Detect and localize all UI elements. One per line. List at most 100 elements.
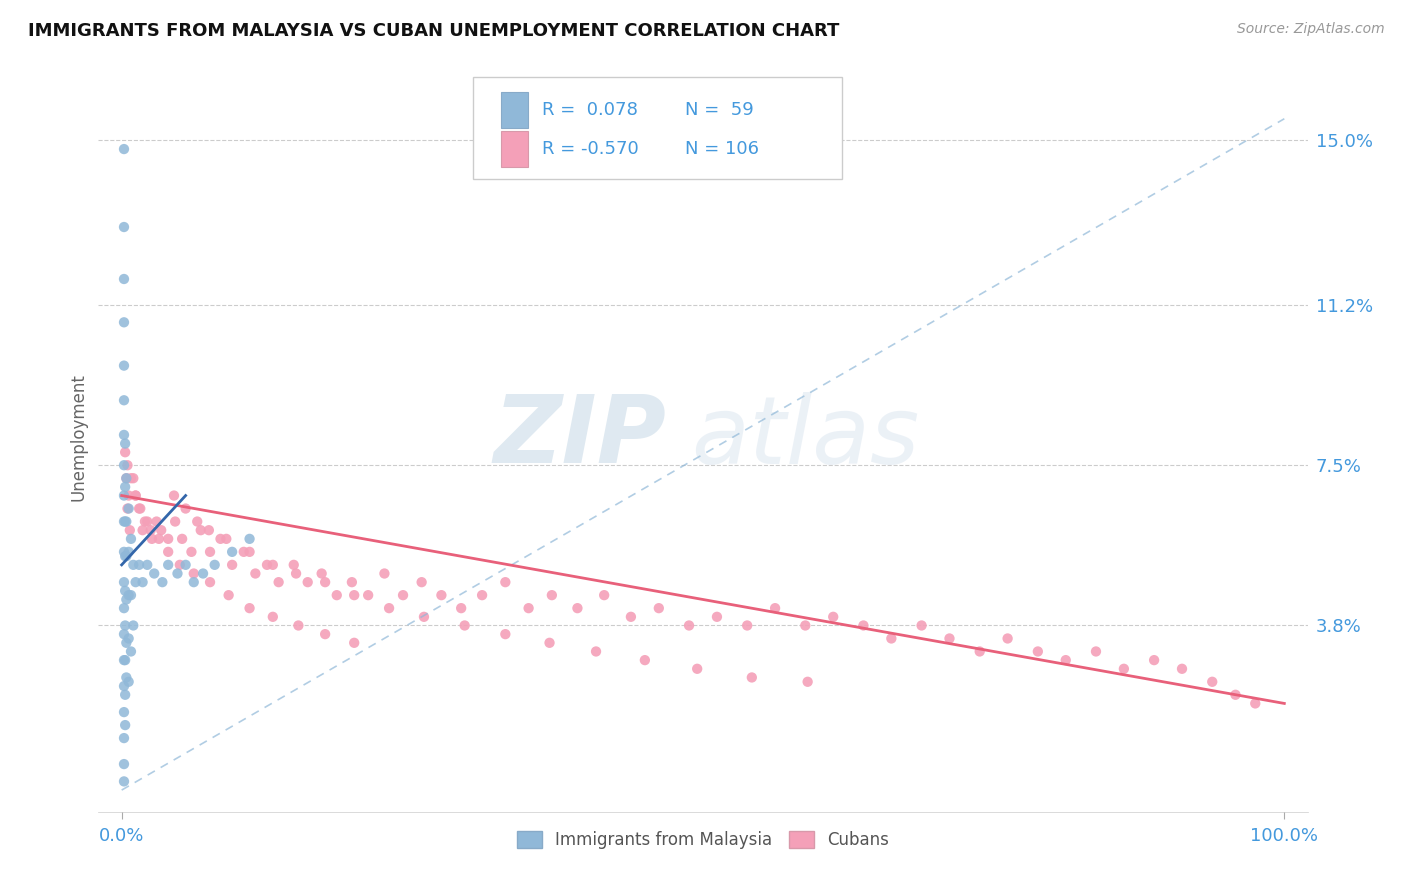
Point (124, 575, 146, 590)
Point (145, 515, 167, 529)
Point (157, 532, 180, 546)
Point (172, 532, 194, 546)
Point (122, 471, 145, 485)
Point (314, 627, 336, 641)
Text: N = 106: N = 106 (685, 140, 759, 158)
Point (183, 575, 205, 590)
Point (969, 644, 991, 658)
Point (112, 142, 135, 156)
Point (114, 583, 136, 598)
Point (378, 601, 401, 615)
Point (311, 566, 333, 581)
Text: atlas: atlas (690, 392, 920, 483)
Point (186, 515, 208, 529)
Point (118, 632, 141, 646)
Point (165, 515, 187, 529)
Point (139, 523, 162, 537)
Point (218, 588, 240, 602)
Point (112, 731, 135, 745)
Point (198, 545, 221, 559)
Point (198, 575, 221, 590)
Point (567, 601, 589, 615)
Point (180, 545, 202, 559)
Point (262, 610, 284, 624)
Point (166, 566, 188, 581)
Point (124, 489, 146, 503)
Point (115, 636, 138, 650)
Point (114, 688, 136, 702)
Point (128, 501, 150, 516)
Point (150, 575, 173, 590)
Point (136, 515, 159, 529)
Point (120, 532, 142, 546)
Point (114, 515, 136, 529)
Point (297, 575, 319, 590)
Point (118, 489, 141, 503)
Point (112, 774, 135, 789)
Point (340, 575, 363, 590)
Point (120, 588, 142, 602)
Point (620, 610, 643, 624)
Point (129, 501, 152, 516)
Point (997, 632, 1019, 646)
Point (112, 679, 135, 693)
Point (115, 471, 138, 485)
Text: N =  59: N = 59 (685, 101, 754, 119)
Point (115, 515, 138, 529)
Point (114, 718, 136, 732)
Point (678, 618, 700, 632)
Point (852, 618, 875, 632)
Point (283, 558, 305, 572)
Point (343, 588, 366, 602)
Point (122, 618, 145, 632)
Point (794, 618, 817, 632)
Point (183, 566, 205, 581)
Point (114, 445, 136, 459)
Point (112, 515, 135, 529)
Point (1244, 697, 1267, 711)
Point (120, 644, 142, 658)
Point (112, 272, 135, 286)
Point (411, 575, 433, 590)
Point (239, 532, 262, 546)
Point (413, 610, 436, 624)
Point (114, 436, 136, 450)
Point (267, 575, 290, 590)
Point (174, 558, 197, 572)
Point (112, 489, 135, 503)
Point (134, 515, 156, 529)
Point (115, 549, 138, 564)
Point (245, 566, 267, 581)
Point (585, 644, 607, 658)
Point (741, 670, 763, 684)
Point (150, 523, 173, 537)
Point (357, 588, 380, 602)
Point (215, 532, 238, 546)
Point (118, 501, 141, 516)
Point (239, 601, 262, 615)
Point (118, 545, 141, 559)
FancyBboxPatch shape (501, 92, 527, 128)
Point (190, 523, 212, 537)
Legend: Immigrants from Malaysia, Cubans: Immigrants from Malaysia, Cubans (510, 824, 896, 855)
Point (204, 558, 226, 572)
Point (494, 627, 516, 641)
Point (910, 618, 932, 632)
Point (112, 601, 135, 615)
Point (494, 575, 516, 590)
Point (430, 588, 453, 602)
FancyBboxPatch shape (501, 130, 527, 167)
Point (112, 757, 135, 772)
Point (686, 662, 709, 676)
Point (112, 458, 135, 473)
Point (136, 558, 159, 572)
Point (938, 632, 960, 646)
Point (120, 471, 142, 485)
Point (706, 610, 728, 624)
Point (112, 705, 135, 719)
Point (796, 674, 818, 689)
Point (540, 588, 562, 602)
Point (538, 636, 561, 650)
Text: Source: ZipAtlas.com: Source: ZipAtlas.com (1237, 22, 1385, 37)
Point (209, 532, 232, 546)
